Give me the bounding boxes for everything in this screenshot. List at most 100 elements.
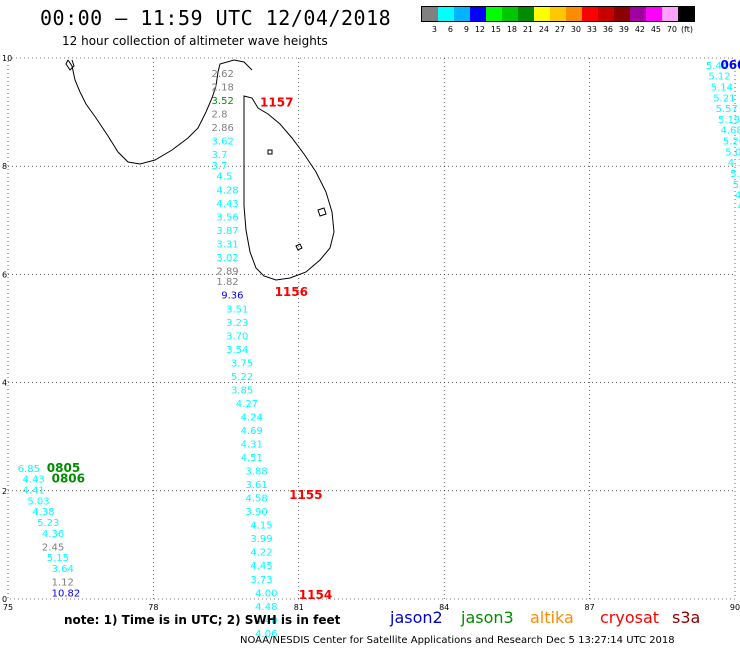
wave-height-value: 5.57 [716,104,738,115]
legend-label: (ft) [680,25,693,34]
y-tick-label: 10 [2,54,12,63]
wave-height-value: 4.28 [216,185,238,196]
india-coastline-west [65,59,75,71]
y-tick-label: 2 [2,487,7,496]
wave-height-value: 3.61 [245,480,267,491]
legend-label: 6 [447,25,453,34]
wave-height-value: 4.38 [32,507,54,518]
wave-height-value: 5.00 [725,147,740,158]
y-tick-label: 8 [2,162,7,171]
legend-swatch [550,7,566,21]
x-tick-label: 90 [730,603,740,612]
legend-label: 70 [666,25,677,34]
wave-height-value: 1.12 [52,577,74,588]
wave-height-value: 1.82 [216,277,238,288]
wave-height-value: 3.02 [216,253,238,264]
map-frame [7,57,736,600]
legend-swatch [582,7,598,21]
wave-height-value: 4.22 [250,548,272,559]
wave-height-value: 4.69 [241,426,263,437]
grid-lines [8,58,735,599]
wave-height-value: 3.85 [231,385,253,396]
wave-height-value: 5.15 [47,553,69,564]
chart-subtitle: 12 hour collection of altimeter wave hei… [62,34,328,48]
wave-height-value: 3.51 [226,304,248,315]
wave-height-value: 3.99 [250,534,272,545]
pass-time-label: 0806 [52,472,85,486]
legend-label: 30 [570,25,581,34]
legend-label: 33 [586,25,597,34]
wave-height-value: 10.82 [52,588,81,599]
legend-label: 9 [463,25,469,34]
wave-height-value: 4.9 [735,191,740,202]
wave-height-value: 4.58 [245,494,267,505]
pass-time-label: 1157 [260,96,293,110]
sri-lanka-islet-2 [295,243,303,251]
wave-height-value: 4.43 [216,199,238,210]
wave-height-value: 5.44 [706,61,728,72]
wave-height-value: 4.48 [255,602,277,613]
wave-height-value: 3.70 [226,331,248,342]
pass-time-label: 1156 [275,285,308,299]
legend-swatch [454,7,470,21]
y-tick-label: 0 [2,595,7,604]
pass-time-label: 0805 [47,461,80,475]
legend-swatch [646,7,662,21]
observations: 2.622.183.522.82.863.623.73.74.54.284.43… [18,61,740,640]
wave-height-value: 3.23 [226,318,248,329]
india-coastline [67,59,253,165]
satellite-label: s3a [672,608,701,627]
legend-swatches [421,6,695,22]
legend-swatch [470,7,486,21]
wave-height-value: 4.68 [720,126,740,137]
pass-time-label: 1154 [299,588,332,602]
wave-height-value: 5.14 [711,82,733,93]
sri-lanka-coastline [243,95,335,281]
y-tick-label: 4 [2,379,7,388]
coastline [65,59,335,281]
x-tick-label: 84 [439,603,449,612]
wave-height-value: 3.87 [216,226,238,237]
legend-label: 15 [490,25,501,34]
legend-swatch [422,7,438,21]
sri-lanka-islet [317,207,327,217]
wave-height-value: 5.26 [723,137,740,148]
wave-height-value: 4.5 [216,172,232,183]
wave-height-value: 5.22 [231,372,253,383]
legend-label: 24 [538,25,549,34]
legend-label: 21 [522,25,533,34]
wave-height-value: 3.56 [216,212,238,223]
wave-height-value: 2.18 [212,82,234,93]
map-border [7,57,736,600]
wave-height-value: 3.88 [245,467,267,478]
satellite-label: altika [530,608,574,627]
legend-swatch [502,7,518,21]
legend-swatch [614,7,630,21]
x-tick-label: 87 [585,603,595,612]
wave-height-value: 2.62 [212,69,234,80]
color-scale-legend: 3 6 9 12 15 18 21 24 27 30 33 36 39 42 45 70 (ft) [421,6,695,34]
wave-height-value: 3.62 [212,137,234,148]
wave-height-value: 6.85 [18,464,40,475]
x-tick-label: 75 [3,603,13,612]
wave-height-value: 4.51 [241,453,263,464]
wave-height-value: 9.36 [221,291,243,302]
pass-time-label: 060 [720,58,740,72]
wave-height-value: 3.7 [212,161,228,172]
legend-swatch [662,7,678,21]
legend-swatch [534,7,550,21]
wave-height-value: 3.73 [250,575,272,586]
wave-height-value: 2.45 [42,542,64,553]
sri-lanka-islet-3 [267,149,273,155]
wave-height-value: 5.03 [27,496,49,507]
wave-height-value: 4.24 [241,412,263,423]
legend-label: 45 [650,25,661,34]
legend-label: 12 [474,25,485,34]
wave-height-value: 5.29 [730,169,740,180]
wave-height-value: 5.23 [37,518,59,529]
wave-height-value: 2.86 [212,123,234,134]
wave-height-value: 4.27 [236,399,258,410]
wave-height-value: 4.45 [250,561,272,572]
